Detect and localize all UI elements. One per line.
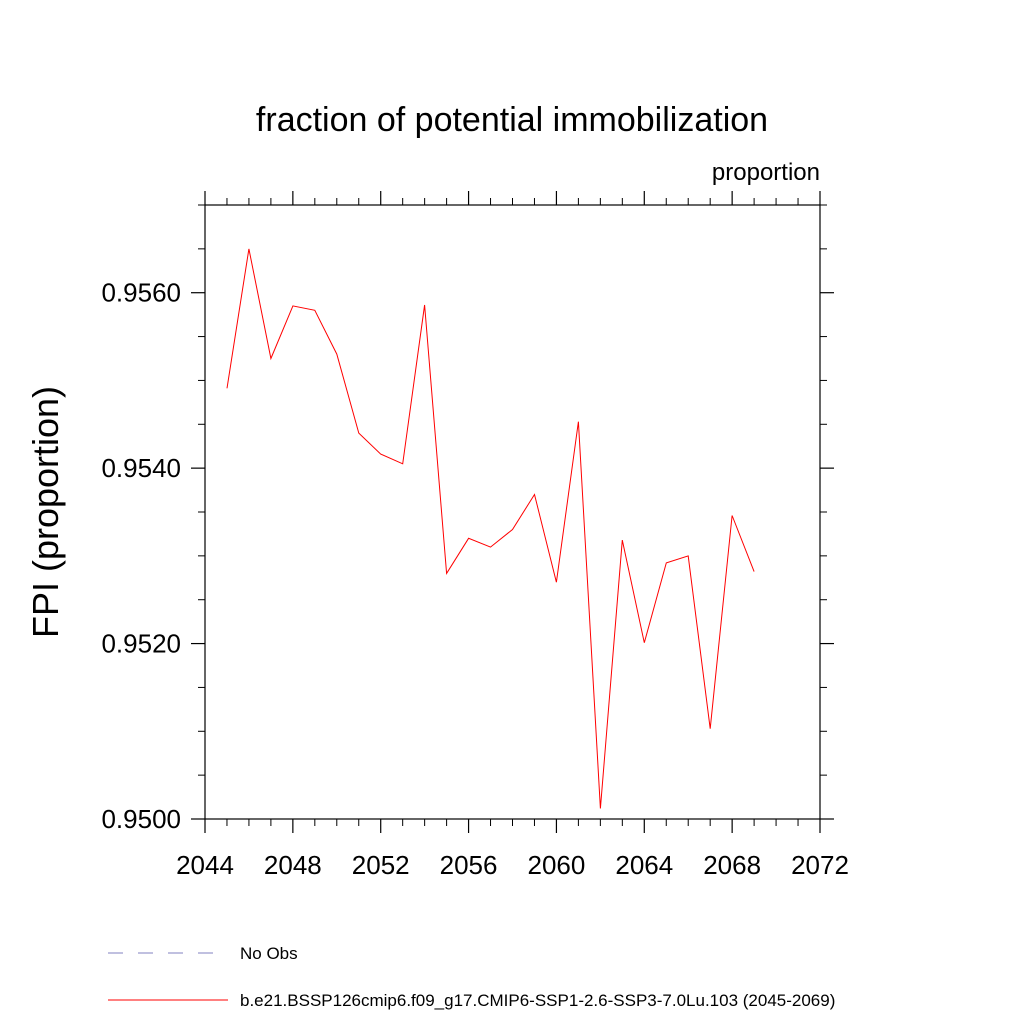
x-tick-label: 2072 [791,850,849,880]
y-axis-label: FPI (proportion) [25,386,66,638]
chart-title: fraction of potential immobilization [256,101,768,139]
y-tick-label: 0.9560 [101,278,181,308]
data-series [226,248,755,809]
series-line [226,248,755,809]
y-tick-label: 0.9520 [101,629,181,659]
x-tick-label: 2068 [703,850,761,880]
legend-label-model-run: b.e21.BSSP126cmip6.f09_g17.CMIP6-SSP1-2.… [240,991,835,1010]
y-tick-labels: 0.9500 0.9520 0.9540 0.9560 [101,278,181,834]
plot-frame [204,204,821,820]
x-tick-label: 2060 [528,850,586,880]
y-tick-label: 0.9500 [101,804,181,834]
x-tick-labels: 2044 2048 2052 2056 2060 2064 2068 2072 [176,850,849,880]
x-tick-label: 2056 [440,850,498,880]
x-tick-label: 2044 [176,850,234,880]
legend-label-no-obs: No Obs [240,944,298,963]
axis-ticks [191,191,834,833]
x-tick-label: 2048 [264,850,322,880]
x-tick-label: 2052 [352,850,410,880]
chart-units-label: proportion [712,159,820,186]
legend: No Obs b.e21.BSSP126cmip6.f09_g17.CMIP6-… [108,944,835,1010]
y-tick-label: 0.9540 [101,453,181,483]
x-tick-label: 2064 [615,850,673,880]
